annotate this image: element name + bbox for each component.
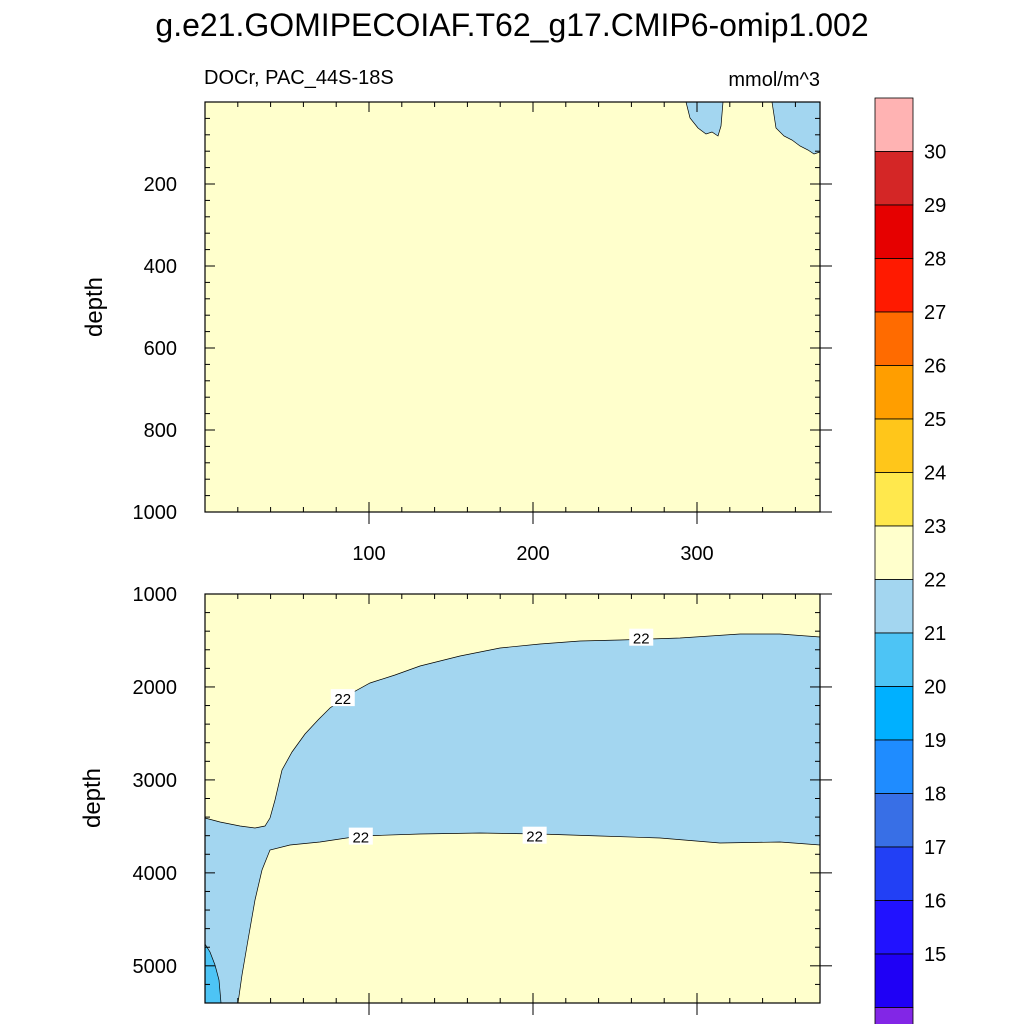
colorbar-swatch [874, 258, 914, 313]
lower-y-tick-label: 5000 [133, 956, 178, 978]
upper-x-tick-label: 200 [516, 543, 549, 565]
colorbar-swatch [874, 204, 914, 259]
colorbar-label: 22 [924, 570, 946, 592]
contour-label: 22 [352, 830, 369, 847]
upper-y-tick-label: 200 [144, 174, 177, 196]
colorbar-swatch [874, 846, 914, 901]
colorbar-label: 29 [924, 195, 946, 217]
upper-panel: depth 100 200 300 200 400 600 800 1000 [81, 101, 832, 565]
upper-panel-frame [204, 101, 821, 513]
colorbar-swatch [874, 632, 914, 687]
colorbar-label: 24 [924, 463, 946, 485]
upper-x-tick-label: 100 [352, 543, 385, 565]
colorbar-swatch [874, 686, 914, 741]
lower-y-tick-label: 4000 [133, 863, 178, 885]
colorbar-label: 18 [924, 784, 946, 806]
lower-y-axis-label: depth [79, 768, 106, 828]
colorbar-swatch [874, 953, 914, 1008]
upper-y-tick-label: 1000 [133, 502, 178, 524]
colorbar-swatch [874, 525, 914, 580]
colorbar-swatch [874, 472, 914, 527]
colorbar-label: 17 [924, 837, 946, 859]
lower-axis-ticks: 1000 2000 3000 4000 5000 [133, 584, 832, 1015]
colorbar-swatch [874, 579, 914, 634]
contour-label-box [348, 827, 373, 845]
lower-panel: 22 22 22 22 depth 1000 2000 3000 4000 5000 [79, 584, 832, 1015]
colorbar-swatch [874, 1007, 914, 1024]
upper-x-tick-label: 300 [680, 543, 713, 565]
colorbar-swatch [874, 151, 914, 206]
upper-y-tick-label: 600 [144, 338, 177, 360]
contour-label-box [330, 689, 355, 707]
colorbar-swatch [874, 311, 914, 366]
colorbar-label: 28 [924, 249, 946, 271]
colorbar-label: 26 [924, 356, 946, 378]
colorbar-label: 15 [924, 944, 946, 966]
colorbar-swatch [874, 97, 914, 152]
upper-axis-ticks: 100 200 300 200 400 600 800 1000 [133, 101, 832, 565]
colorbar-label: 19 [924, 730, 946, 752]
chart-title: g.e21.GOMIPECOIAF.T62_g17.CMIP6-omip1.00… [155, 7, 868, 43]
upper-panel-background [205, 102, 820, 512]
upper-y-tick-label: 400 [144, 256, 177, 278]
colorbar-label: 25 [924, 409, 946, 431]
colorbar-label: 30 [924, 142, 946, 164]
colorbar-label: 27 [924, 302, 946, 324]
contour-label-box [522, 826, 547, 844]
colorbar-swatch [874, 365, 914, 420]
lower-y-tick-label: 3000 [133, 770, 178, 792]
colorbar-swatch [874, 418, 914, 473]
lower-y-tick-label: 1000 [133, 584, 178, 606]
chart-subtitle-left: DOCr, PAC_44S-18S [204, 67, 394, 89]
chart-units-label: mmol/m^3 [728, 69, 820, 91]
contour-labels: 22 22 22 22 [330, 628, 654, 847]
colorbar-label: 21 [924, 623, 946, 645]
lower-blue-band [204, 633, 821, 1004]
colorbar-label: 16 [924, 891, 946, 913]
lower-y-tick-label: 2000 [133, 677, 178, 699]
colorbar-label: 23 [924, 516, 946, 538]
colorbar-label: 20 [924, 677, 946, 699]
colorbar-swatch [874, 739, 914, 794]
colorbar: 30 29 28 27 26 25 24 23 22 21 20 19 18 17 16 15 [874, 97, 946, 1024]
contour-label: 22 [633, 631, 650, 648]
upper-y-axis-label: depth [81, 277, 108, 337]
colorbar-swatch [874, 793, 914, 848]
contour-label: 22 [526, 829, 543, 846]
upper-y-tick-label: 800 [144, 420, 177, 442]
colorbar-swatch [874, 900, 914, 955]
contour-label-box [629, 628, 654, 646]
upper-blue-region-1 [685, 101, 724, 137]
contour-label: 22 [334, 691, 351, 708]
